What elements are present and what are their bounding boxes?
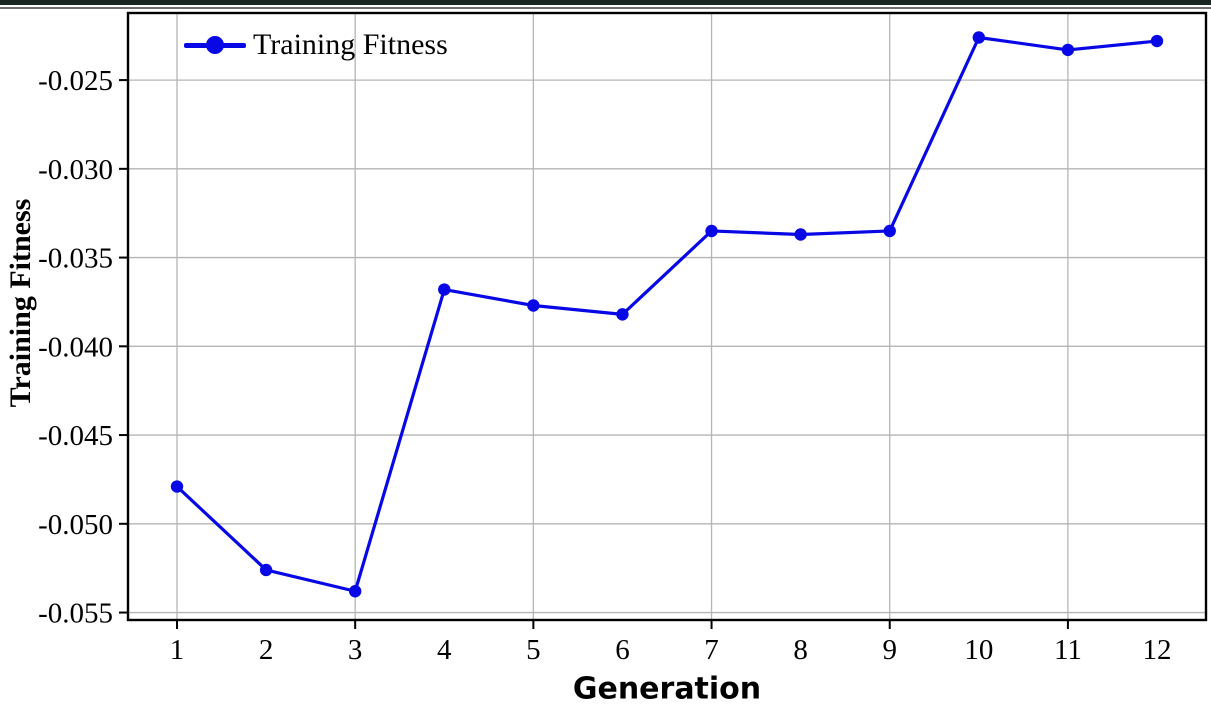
x-tick-label: 4 — [437, 634, 452, 666]
x-tick-label: 9 — [882, 634, 897, 666]
x-axis-title: Generation — [572, 671, 762, 707]
legend-marker-dot-icon — [206, 36, 224, 54]
data-point-marker — [705, 224, 718, 238]
y-tick-label: -0.035 — [38, 243, 113, 275]
data-point-marker — [438, 283, 451, 296]
y-tick-label: -0.040 — [38, 331, 113, 363]
y-tick-label: -0.055 — [38, 598, 113, 630]
data-point-marker — [883, 224, 896, 238]
data-point-marker — [972, 31, 986, 44]
data-point-marker — [348, 585, 362, 598]
x-tick-label: 7 — [704, 634, 719, 666]
x-tick-label: 5 — [526, 634, 541, 666]
plot-border — [126, 11, 1208, 622]
y-tick-label: -0.050 — [38, 509, 113, 541]
data-point-marker — [616, 308, 629, 321]
window-top-bar — [0, 0, 1211, 5]
x-tick-label: 6 — [615, 634, 630, 666]
window-top-divider — [0, 7, 1211, 9]
series-line — [175, 35, 1158, 593]
legend-label: Training Fitness — [253, 28, 448, 61]
y-tick-label: -0.045 — [38, 420, 113, 452]
legend: Training Fitness — [184, 29, 448, 61]
y-tick-label: -0.025 — [38, 65, 113, 97]
x-tick-label: 8 — [793, 634, 808, 666]
x-tick-label: 11 — [1054, 634, 1082, 666]
y-axis-title: Training Fitness — [4, 198, 37, 408]
x-tick-label: 3 — [348, 634, 363, 666]
data-point-marker — [527, 299, 540, 312]
x-tick-label: 10 — [964, 634, 993, 666]
data-point-marker — [259, 563, 273, 577]
data-point-marker — [794, 228, 807, 241]
data-point-marker — [1150, 34, 1164, 48]
y-tick-label: -0.030 — [38, 154, 113, 186]
data-point-marker — [1061, 43, 1075, 57]
legend-line-swatch — [184, 36, 246, 54]
x-tick-label: 2 — [259, 634, 274, 666]
x-tick-label: 12 — [1143, 634, 1172, 666]
x-tick-label: 1 — [170, 634, 185, 666]
data-point-marker — [170, 480, 184, 493]
